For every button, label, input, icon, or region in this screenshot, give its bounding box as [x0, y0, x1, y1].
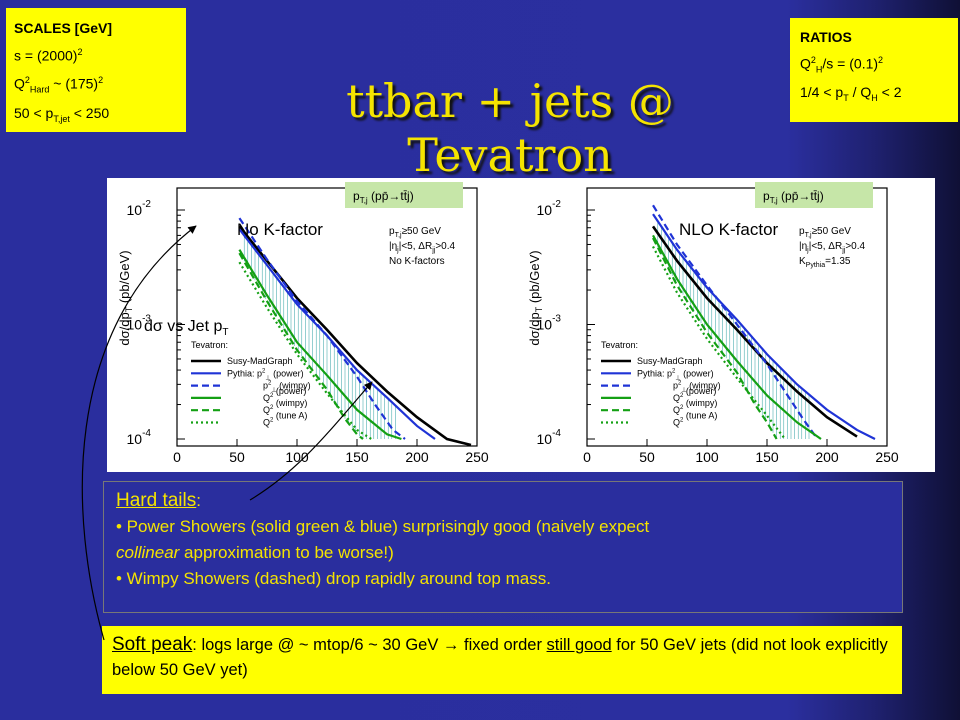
charts-svg: 0 50 100 150 200 250 10-2 10-3 10-4 dσ/dpT (pb/Ge… [117, 182, 899, 465]
ratios-box: RATIOS Q2H/s = (0.1)2 1/4 < pT / QH < 2 [790, 18, 958, 122]
y-tick-label: 10-2 [537, 199, 562, 218]
legend-entry: Q2 (tune A) [673, 411, 717, 428]
x-tick-label: 200 [405, 449, 429, 465]
x-tick-label: 50 [229, 449, 245, 465]
x-tick-label: 250 [465, 449, 489, 465]
x-tick-label: 0 [583, 449, 591, 465]
series-line [238, 228, 436, 440]
cuts-text: |ηj|<5, ΔRjj>0.4 [799, 241, 866, 254]
legend-entry: p2⊥ (wimpy) [673, 381, 721, 394]
series-line [652, 237, 778, 440]
series-line [238, 249, 402, 441]
y-tick-label: 10-2 [127, 199, 152, 218]
x-tick-label: 100 [285, 449, 309, 465]
x-tick-label: 250 [875, 449, 899, 465]
hard-tails-title: Hard tails [116, 490, 197, 511]
series-line [652, 245, 786, 440]
scales-line-ptjet: 50 < pT,jet < 250 [14, 105, 110, 124]
series-line [238, 252, 364, 440]
y-tick-label: 10-4 [537, 428, 562, 447]
legend-entry: Pythia: p2⊥ (power) [227, 368, 304, 381]
annotation-no-k-factor: No K-factor [237, 220, 323, 239]
x-tick-label: 150 [755, 449, 779, 465]
hard-tails-box: Hard tails: • Power Showers (solid green… [103, 481, 903, 613]
cuts-text: KPythia=1.35 [799, 256, 851, 269]
y-tick-label: 10-3 [537, 314, 562, 333]
legend-tag: pT,j (pp̄→tt̄j) [763, 189, 824, 205]
scales-line-qhard: Q2Hard ~ (175)2 [14, 74, 104, 95]
plot-panel: 0 50 100 150 200 250 10-2 10-3 10-4 dσ/dpT (pb/Ge… [107, 178, 935, 472]
ratios-line-qh-s: Q2H/s = (0.1)2 [800, 55, 884, 75]
y-tick-label: 10-4 [127, 428, 152, 447]
cuts-text: No K-factors [389, 256, 445, 267]
legend-title: Tevatron: [191, 340, 228, 350]
series-line [652, 234, 822, 440]
legend-entry: Q2 (power) [673, 386, 716, 403]
x-tick-label: 50 [639, 449, 655, 465]
slide-title: ttbar + jets @ Tevatron [346, 74, 674, 182]
legend-tag-box [755, 182, 873, 208]
y-axis-label: dσ/dpT (pb/GeV) [527, 250, 544, 345]
chart-2: 0 50 100 150 200 250 10-2 10-3 10-4 dσ/dpT (pb/Ge… [527, 182, 899, 465]
series-line [651, 225, 858, 438]
y-axis-label: dσ/dpT (pb/GeV) [117, 250, 134, 345]
x-tick-label: 100 [695, 449, 719, 465]
scales-line-s: s = (2000)2 [14, 47, 83, 64]
series-line [238, 217, 406, 440]
series-line [652, 204, 819, 440]
legend-tag: pT,j (pp̄→tt̄j) [353, 189, 414, 205]
ratios-line-pt-qh: 1/4 < pT / QH < 2 [800, 84, 902, 104]
legend-title: Tevatron: [601, 340, 638, 350]
hard-tails-bullet-1: • Power Showers (solid green & blue) sur… [116, 517, 650, 562]
scales-heading: SCALES [GeV] [14, 20, 113, 36]
soft-peak-box: Soft peak: logs large @ ~ mtop/6 ~ 30 Ge… [102, 626, 902, 694]
hard-tails-bullet-2: • Wimpy Showers (dashed) drop rapidly ar… [116, 569, 551, 588]
legend-entry: Pythia: p2⊥ (power) [637, 368, 714, 381]
legend-tag-box [345, 182, 463, 208]
cuts-text: |ηj|<5, ΔRjj>0.4 [389, 241, 456, 254]
series-line [652, 213, 876, 440]
annotation-nlo-k-factor: NLO K-factor [679, 220, 779, 239]
x-tick-label: 0 [173, 449, 181, 465]
soft-peak-title: Soft peak [112, 634, 193, 655]
annotation-dsigma-vs-jet-pt: dσ vs Jet pT [144, 318, 229, 339]
x-tick-label: 150 [345, 449, 369, 465]
cuts-text: pT,j≥50 GeV [799, 226, 851, 239]
arrow-icon: → [442, 636, 460, 654]
cuts-text: pT,j≥50 GeV [389, 226, 441, 239]
scales-box: SCALES [GeV] s = (2000)2 Q2Hard ~ (175)2… [6, 8, 186, 132]
legend-entry: Susy-MadGraph [227, 356, 293, 366]
x-tick-label: 200 [815, 449, 839, 465]
plot-frame [586, 187, 888, 447]
legend-entry: Q2 (wimpy) [673, 398, 717, 415]
legend-entry: Susy-MadGraph [637, 356, 703, 366]
ratios-heading: RATIOS [800, 29, 852, 45]
